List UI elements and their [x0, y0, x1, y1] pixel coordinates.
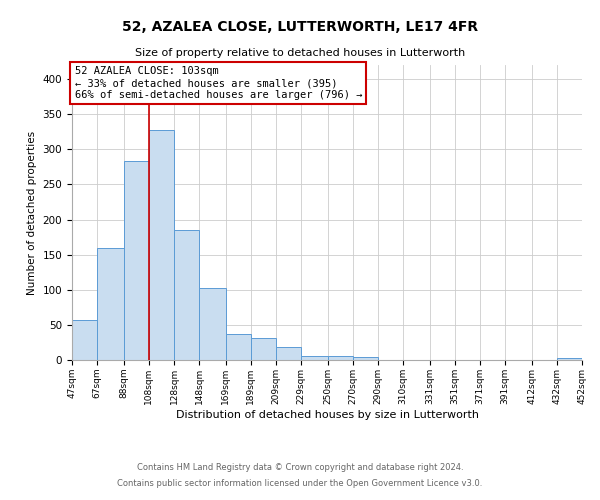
Bar — [72, 320, 97, 360]
Bar — [174, 230, 199, 360]
Y-axis label: Number of detached properties: Number of detached properties — [27, 130, 37, 294]
Bar — [557, 358, 582, 360]
Bar — [199, 288, 226, 360]
Bar — [301, 356, 328, 360]
Bar — [124, 161, 149, 360]
Bar — [353, 357, 378, 360]
Text: Size of property relative to detached houses in Lutterworth: Size of property relative to detached ho… — [135, 48, 465, 58]
Bar — [251, 338, 276, 360]
Text: Contains public sector information licensed under the Open Government Licence v3: Contains public sector information licen… — [118, 478, 482, 488]
Bar — [328, 356, 353, 360]
Bar — [226, 334, 251, 360]
Bar — [149, 130, 174, 360]
Text: 52, AZALEA CLOSE, LUTTERWORTH, LE17 4FR: 52, AZALEA CLOSE, LUTTERWORTH, LE17 4FR — [122, 20, 478, 34]
Bar — [276, 348, 301, 360]
Text: Contains HM Land Registry data © Crown copyright and database right 2024.: Contains HM Land Registry data © Crown c… — [137, 464, 463, 472]
Bar — [97, 248, 124, 360]
Text: 52 AZALEA CLOSE: 103sqm
← 33% of detached houses are smaller (395)
66% of semi-d: 52 AZALEA CLOSE: 103sqm ← 33% of detache… — [74, 66, 362, 100]
X-axis label: Distribution of detached houses by size in Lutterworth: Distribution of detached houses by size … — [176, 410, 479, 420]
